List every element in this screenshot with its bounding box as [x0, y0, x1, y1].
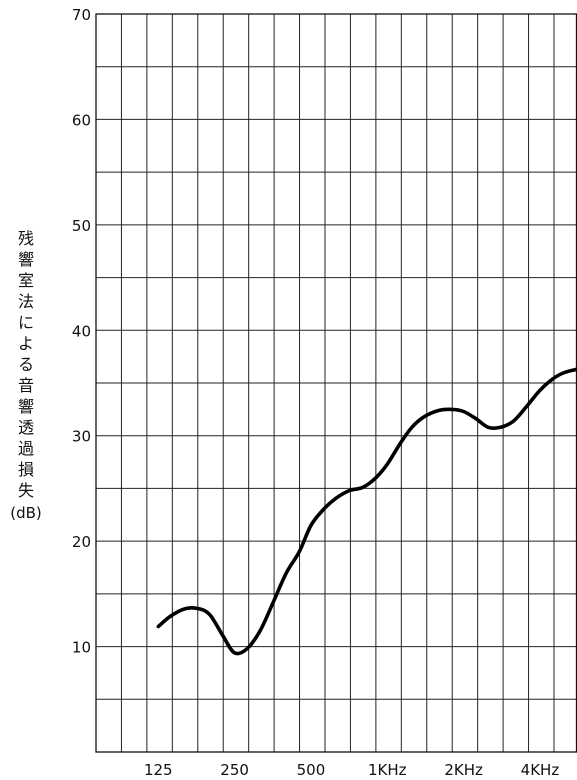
grid	[95, 13, 577, 753]
y-axis-label: 残響室法による音響透過損失 (dB)	[10, 228, 42, 524]
y-axis-label-char: 音	[17, 376, 34, 395]
x-tick-label: 1KHz	[368, 761, 407, 779]
y-axis-label-char: る	[17, 355, 34, 374]
y-axis-label-char: 損	[17, 460, 34, 479]
x-tick-labels: 125 250 500 1KHz 2KHz 4KHz	[144, 761, 559, 779]
y-tick-label: 70	[72, 6, 91, 24]
y-axis-label-char: 残	[17, 229, 34, 248]
y-axis-label-char: 法	[17, 292, 34, 311]
x-tick-label: 4KHz	[521, 761, 560, 779]
y-tick-label: 10	[72, 639, 91, 657]
y-tick-labels: 10 20 30 40 50 60 70	[72, 6, 91, 657]
y-axis-label-char: 室	[17, 271, 34, 290]
y-tick-label: 50	[72, 217, 91, 235]
y-tick-label: 40	[72, 322, 91, 340]
y-axis-label-char: 響	[17, 397, 34, 416]
y-tick-label: 60	[72, 111, 91, 129]
y-tick-label: 20	[72, 533, 91, 551]
x-tick-label: 2KHz	[444, 761, 483, 779]
y-axis-label-text: 残響室法による音響透過損失	[18, 228, 34, 501]
y-tick-label: 30	[72, 428, 91, 446]
series-lines	[156, 367, 577, 656]
y-axis-label-char: に	[17, 313, 34, 332]
y-axis-label-char: 響	[17, 250, 34, 269]
x-tick-label: 500	[297, 761, 326, 779]
y-axis-label-char: 過	[17, 439, 34, 458]
y-axis-label-char: よ	[17, 334, 34, 353]
x-tick-label: 250	[220, 761, 249, 779]
x-tick-label: 125	[144, 761, 173, 779]
y-axis-label-char: 失	[17, 481, 34, 500]
series-line	[156, 367, 577, 656]
y-axis-label-char: 透	[17, 418, 34, 437]
y-axis-unit: (dB)	[10, 504, 42, 522]
